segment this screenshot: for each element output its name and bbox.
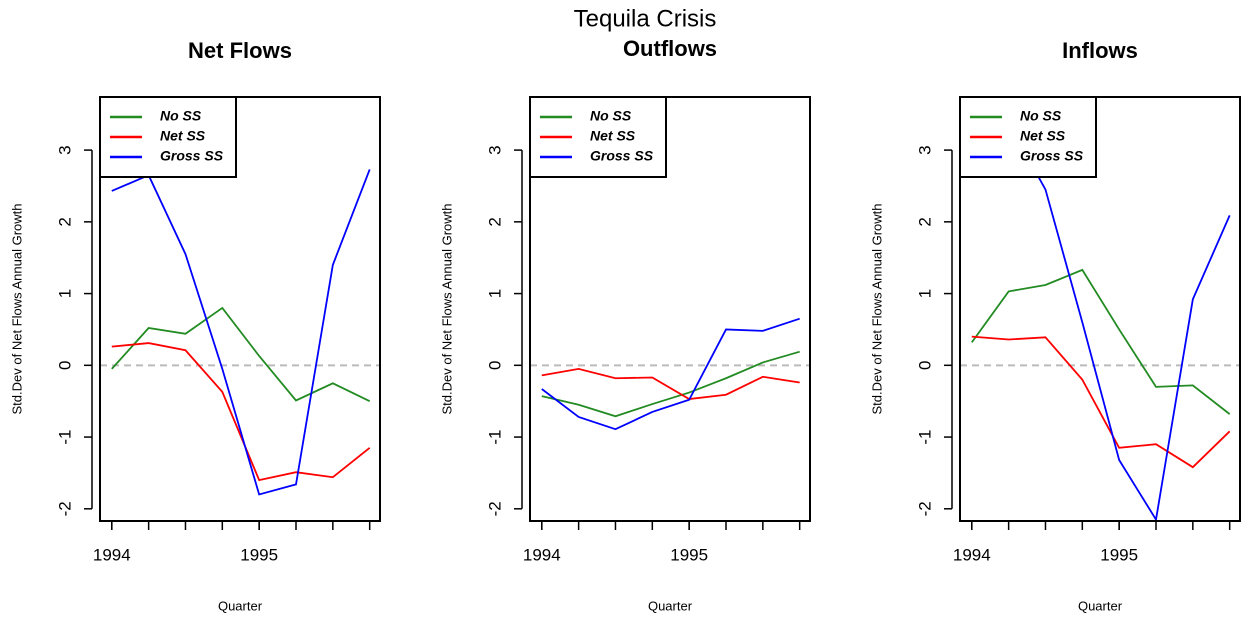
series-line <box>111 169 371 496</box>
subplot-title: Outflows <box>623 36 717 61</box>
series-line <box>111 306 371 402</box>
y-tick-label: -1 <box>485 429 504 444</box>
series-line <box>971 335 1231 469</box>
subplot-title: Net Flows <box>188 38 292 63</box>
x-tick-label: 1995 <box>240 545 278 564</box>
y-axis-label: Std.Dev of Net Flows Annual Growth <box>9 204 24 415</box>
y-tick-label: 1 <box>915 289 934 298</box>
series-line <box>541 350 800 418</box>
x-axis-label: Quarter <box>648 598 693 613</box>
y-axis-label: Std.Dev of Net Flows Annual Growth <box>869 204 884 415</box>
subplot-title: Inflows <box>1062 38 1138 63</box>
x-tick-label: 1995 <box>670 545 708 564</box>
y-tick-label: 1 <box>485 289 504 298</box>
legend-label: No SS <box>590 108 632 124</box>
y-tick-label: 0 <box>485 361 504 370</box>
legend-label: Net SS <box>590 128 636 144</box>
y-tick-label: 3 <box>915 145 934 154</box>
y-tick-label: -1 <box>55 429 74 444</box>
y-tick-label: -2 <box>915 501 934 516</box>
y-tick-label: 3 <box>485 145 504 154</box>
y-tick-label: 0 <box>55 361 74 370</box>
y-tick-label: -2 <box>55 501 74 516</box>
y-tick-label: 0 <box>915 361 934 370</box>
y-tick-label: 1 <box>55 289 74 298</box>
series-line <box>541 317 800 431</box>
x-tick-label: 1995 <box>1100 545 1138 564</box>
y-axis-label: Std.Dev of Net Flows Annual Growth <box>439 204 454 415</box>
y-tick-label: 2 <box>485 217 504 226</box>
legend-label: Gross SS <box>160 148 224 164</box>
plot-frame <box>959 96 1241 522</box>
series-line <box>541 367 800 400</box>
legend-label: No SS <box>160 108 202 124</box>
x-axis-label: Quarter <box>218 598 263 613</box>
y-tick-label: -1 <box>915 429 934 444</box>
legend-label: Gross SS <box>1020 148 1084 164</box>
legend-label: No SS <box>1020 108 1062 124</box>
plot-frame <box>99 96 381 522</box>
figure-title: Tequila Crisis <box>574 5 717 32</box>
series-line <box>111 342 371 482</box>
series-line <box>971 121 1231 523</box>
x-tick-label: 1994 <box>93 545 131 564</box>
plot-frame <box>529 96 811 522</box>
y-tick-label: 3 <box>55 145 74 154</box>
y-tick-label: -2 <box>485 501 504 516</box>
series-line <box>971 268 1231 415</box>
x-tick-label: 1994 <box>523 545 561 564</box>
y-tick-label: 2 <box>915 217 934 226</box>
legend-label: Gross SS <box>590 148 654 164</box>
x-axis-label: Quarter <box>1078 598 1123 613</box>
x-tick-label: 1994 <box>953 545 991 564</box>
y-tick-label: 2 <box>55 217 74 226</box>
legend-label: Net SS <box>160 128 206 144</box>
legend-label: Net SS <box>1020 128 1066 144</box>
